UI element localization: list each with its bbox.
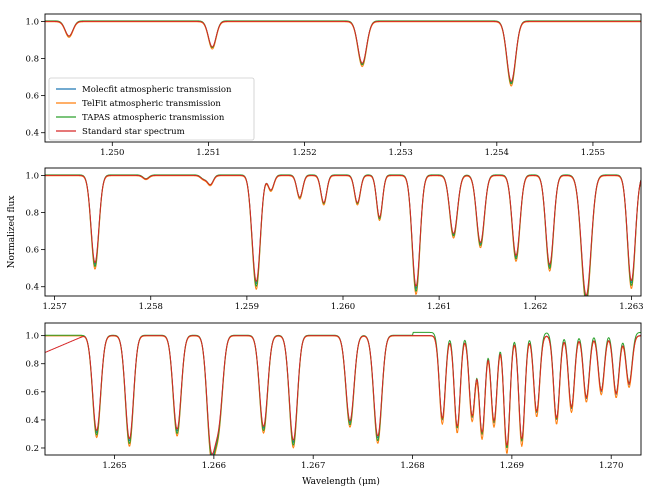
y-tick-label: 1.0 — [25, 17, 39, 27]
x-tick-label: 1.269 — [500, 461, 524, 471]
legend-label-standard-star: Standard star spectrum — [82, 127, 185, 137]
x-tick-label: 1.253 — [389, 148, 413, 158]
plot-frame — [44, 167, 642, 297]
x-tick-label: 1.254 — [485, 148, 509, 158]
panel-bottom: 1.265 1.266 1.267 1.268 1.269 1.270 0.2 0.4 0.6 0… — [25, 322, 642, 471]
x-axis-label: Wavelength (μm) — [302, 476, 380, 487]
x-tick-label: 1.258 — [139, 302, 163, 312]
panel-middle: 1.257 1.258 1.259 1.260 1.261 1.262 1.263 0.4 0.… — [25, 167, 644, 312]
legend: Molecfit atmospheric transmission TelFit… — [48, 77, 255, 141]
y-tick-label: 0.6 — [25, 246, 39, 256]
x-tick-label: 1.266 — [202, 461, 226, 471]
y-tick-label: 0.2 — [25, 444, 39, 454]
series-line-standard-star-panel-1 — [45, 174, 641, 296]
x-tick-label: 1.262 — [523, 302, 547, 312]
x-tick-label: 1.270 — [599, 461, 623, 471]
x-tick-label: 1.260 — [331, 302, 355, 312]
x-tick-label: 1.257 — [42, 302, 66, 312]
y-tick-label: 0.4 — [25, 416, 39, 426]
x-tick-label: 1.261 — [427, 302, 451, 312]
x-tick-label: 1.255 — [581, 148, 605, 158]
y-tick-label: 0.8 — [25, 209, 39, 219]
y-tick-label: 0.8 — [25, 55, 39, 65]
x-tick-label: 1.252 — [292, 148, 316, 158]
plot-frame — [44, 13, 642, 143]
y-tick-label: 0.6 — [25, 388, 39, 398]
legend-label-tapas: TAPAS atmospheric transmission — [82, 113, 225, 123]
x-tick-label: 1.250 — [100, 148, 124, 158]
series-line-standard-star-panel-0 — [45, 20, 641, 82]
plot-frame — [44, 322, 642, 456]
y-axis-label: Normalized flux — [7, 196, 17, 269]
series-line-standard-star-panel-2 — [45, 335, 641, 455]
x-tick-label: 1.267 — [301, 461, 325, 471]
panel-top: 1.250 1.251 1.252 1.253 1.254 1.255 0.4 0.6 0.8 1… — [25, 13, 642, 158]
series-line-telfit-panel-1 — [45, 175, 641, 296]
series-line-telfit-panel-0 — [45, 21, 641, 87]
legend-label-molecfit: Molecfit atmospheric transmission — [82, 85, 232, 95]
series-line-tapas-panel-1 — [45, 174, 641, 296]
y-tick-label: 0.4 — [25, 129, 39, 139]
legend-label-telfit: TelFit atmospheric transmission — [82, 99, 221, 109]
y-tick-label: 1.0 — [25, 171, 39, 181]
y-tick-label: 0.6 — [25, 92, 39, 102]
x-tick-label: 1.259 — [235, 302, 259, 312]
y-tick-label: 0.4 — [25, 283, 39, 293]
series-line-molecfit-panel-1 — [45, 174, 641, 296]
x-tick-label: 1.265 — [102, 461, 126, 471]
legend-box — [48, 77, 255, 141]
x-tick-label: 1.251 — [196, 148, 220, 158]
x-tick-label: 1.263 — [619, 302, 643, 312]
y-tick-label: 1.0 — [25, 332, 39, 342]
y-tick-label: 0.8 — [25, 360, 39, 370]
x-tick-label: 1.268 — [400, 461, 424, 471]
series-line-molecfit-panel-0 — [45, 20, 641, 84]
series-line-tapas-panel-0 — [45, 20, 641, 85]
